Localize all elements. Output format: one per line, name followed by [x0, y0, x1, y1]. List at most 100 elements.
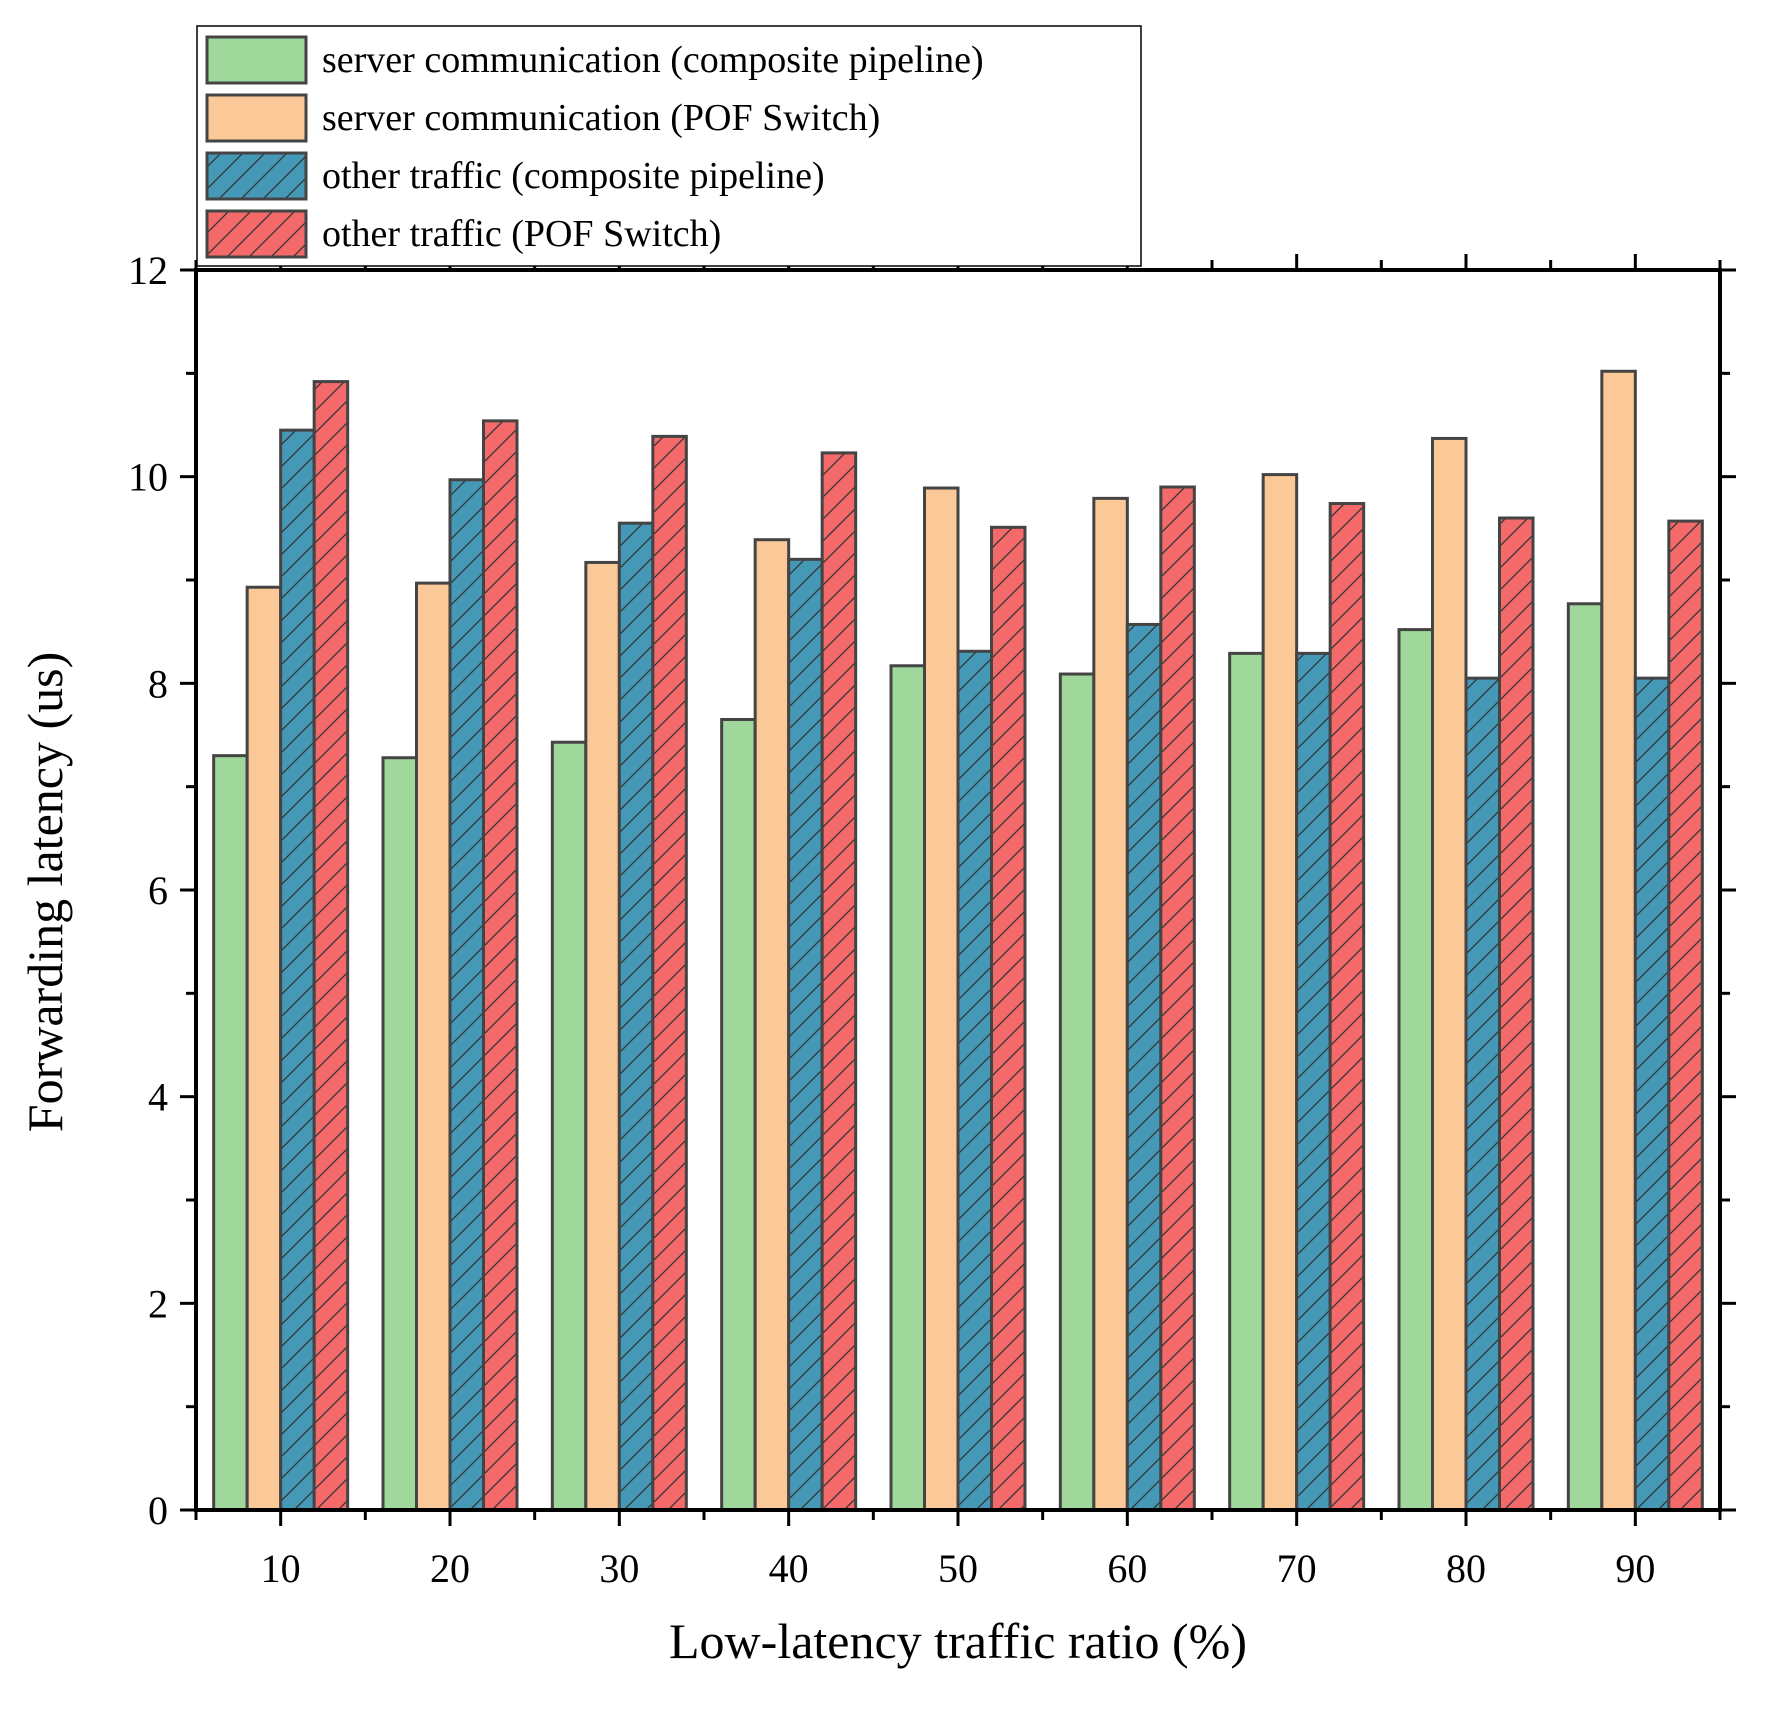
x-tick-label: 10: [261, 1546, 301, 1591]
bar-hatch: [280, 430, 315, 1511]
bar-hatch: [1499, 518, 1533, 1510]
legend-items: server communication (composite pipeline…: [205, 35, 984, 259]
bar-fill: [1399, 629, 1433, 1510]
legend-label: server communication (POF Switch): [322, 97, 880, 139]
bar-hatch: [1127, 624, 1161, 1510]
bar-hatch: [958, 651, 992, 1510]
bar: [787, 557, 824, 1512]
legend-item: server communication (POF Switch): [205, 93, 880, 143]
bar: [617, 521, 655, 1512]
bar: [1431, 436, 1468, 1512]
bar-hatch: [1635, 678, 1669, 1510]
bar-fill: [755, 539, 789, 1510]
bar: [1566, 602, 1604, 1512]
bar: [753, 538, 791, 1512]
legend-swatch-hatch: [207, 153, 306, 199]
bar-fill: [247, 587, 281, 1510]
bar: [720, 718, 757, 1512]
bar-fill: [585, 562, 620, 1510]
bar-hatch: [314, 381, 348, 1511]
legend-swatch-outline: [205, 93, 308, 143]
bar-fill: [924, 488, 958, 1510]
bar: [1159, 485, 1196, 1512]
ticks-layer: 0 2 4 6 8 10 12 10 20 30 40 50 60 70 80 90: [128, 248, 1736, 1591]
y-tick-label: 0: [148, 1488, 168, 1533]
bar: [820, 451, 858, 1512]
y-tick-label: 4: [148, 1075, 168, 1120]
y-tick-label: 12: [128, 248, 168, 293]
bar-hatch: [619, 523, 653, 1510]
bar: [1295, 651, 1332, 1512]
bar-fill: [1093, 498, 1128, 1510]
bar-hatch: [450, 479, 484, 1511]
bar: [923, 486, 960, 1512]
bar: [1600, 369, 1637, 1512]
bar: [1633, 676, 1671, 1512]
bar-fill: [1263, 474, 1297, 1511]
bar: [415, 581, 452, 1512]
bar: [279, 428, 316, 1512]
legend-swatch-outline: [205, 209, 308, 259]
legend-item: other traffic (POF Switch): [205, 209, 721, 259]
bar: [956, 649, 993, 1512]
bar-hatch: [1160, 487, 1195, 1510]
legend-label: server communication (composite pipeline…: [322, 39, 984, 81]
bar: [584, 560, 621, 1512]
x-tick-label: 80: [1446, 1546, 1486, 1591]
y-axis-title: Forwarding latency (us): [17, 652, 73, 1132]
bar-hatch: [1668, 521, 1703, 1510]
bar-hatch: [788, 559, 823, 1510]
x-axis-title: Low-latency traffic ratio (%): [669, 1613, 1247, 1669]
legend-swatch-hatch: [207, 211, 306, 257]
bar: [482, 419, 519, 1512]
bar-hatch: [1296, 653, 1331, 1510]
x-tick-label: 50: [938, 1546, 978, 1591]
y-tick-label: 2: [148, 1281, 168, 1326]
bar-hatch: [822, 452, 856, 1510]
bar: [1328, 502, 1366, 1512]
legend-item: server communication (composite pipeline…: [205, 35, 984, 85]
bar-hatch: [652, 436, 687, 1510]
bar: [1092, 496, 1129, 1512]
legend-swatch-outline: [205, 35, 308, 85]
y-tick-label: 6: [148, 868, 168, 913]
bar: [245, 585, 283, 1512]
legend-swatch: [207, 95, 306, 141]
legend-label: other traffic (composite pipeline): [322, 155, 825, 197]
legend-swatch: [207, 37, 306, 83]
legend-label: other traffic (POF Switch): [322, 213, 721, 255]
bar: [212, 754, 249, 1512]
legend-frame: [196, 25, 1142, 267]
bar-fill: [1229, 653, 1264, 1510]
x-tick-label: 30: [599, 1546, 639, 1591]
bar-fill: [1432, 438, 1466, 1510]
bar: [1228, 651, 1265, 1512]
x-tick-label: 20: [430, 1546, 470, 1591]
bar-fill: [891, 665, 925, 1510]
bar-fill: [416, 583, 450, 1510]
x-tick-label: 90: [1615, 1546, 1655, 1591]
bar: [889, 664, 926, 1512]
bar-hatch: [1330, 503, 1364, 1510]
bar-hatch: [483, 420, 517, 1510]
y-tick-label: 8: [148, 661, 168, 706]
bar-fill: [1060, 674, 1094, 1510]
legend-item: other traffic (composite pipeline): [205, 151, 825, 201]
x-tick-label: 40: [769, 1546, 809, 1591]
legend-swatch-outline: [205, 151, 308, 201]
bar: [990, 525, 1027, 1512]
legend: server communication (composite pipeline…: [196, 25, 1142, 267]
x-tick-label: 60: [1107, 1546, 1147, 1591]
bar-fill: [1601, 371, 1636, 1511]
x-tick-label: 70: [1277, 1546, 1317, 1591]
bar: [381, 756, 418, 1512]
bar: [651, 434, 688, 1512]
bar-fill: [1568, 603, 1602, 1510]
bar: [1261, 473, 1299, 1512]
bar-hatch: [991, 527, 1025, 1510]
bar: [1125, 622, 1163, 1512]
bar-fill: [383, 757, 417, 1510]
bar-hatch: [1466, 678, 1500, 1510]
